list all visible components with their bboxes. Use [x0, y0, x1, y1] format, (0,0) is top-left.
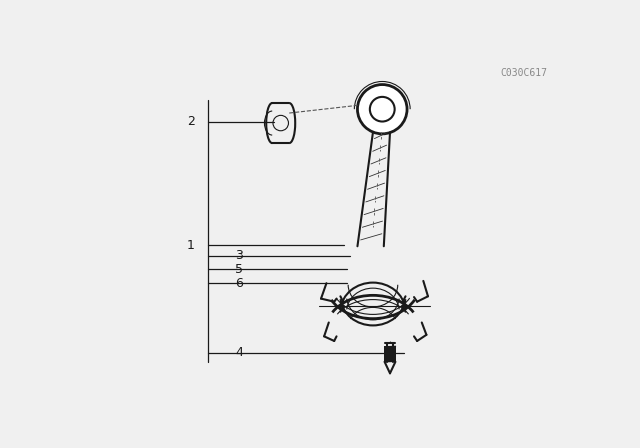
Text: 1: 1: [187, 239, 195, 252]
Text: 3: 3: [235, 249, 243, 262]
Text: 2: 2: [187, 115, 195, 128]
Circle shape: [358, 85, 407, 134]
Text: 4: 4: [235, 346, 243, 359]
Text: C030C617: C030C617: [500, 68, 547, 78]
Text: 5: 5: [235, 263, 243, 276]
Text: 6: 6: [235, 277, 243, 290]
